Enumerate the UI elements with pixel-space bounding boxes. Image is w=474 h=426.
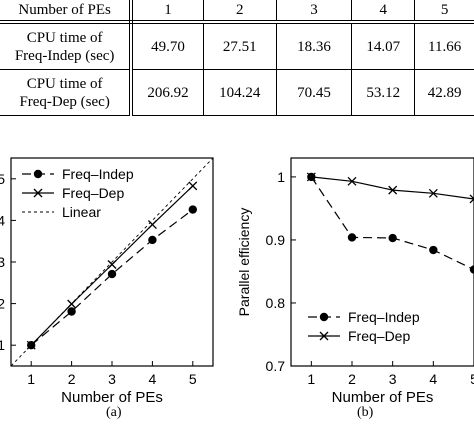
value-cell: 27.51 [202, 22, 277, 70]
caption-a: (a) [106, 405, 122, 420]
legend-marker [33, 188, 43, 198]
row-label-line2: Freq-Indep (sec) [14, 47, 115, 64]
x-tick-label: 5 [189, 371, 197, 387]
y-tick-label: 5 [0, 171, 5, 187]
row-label-line1: CPU time of [26, 29, 103, 46]
value-cell: 11.66 [414, 22, 474, 70]
value-cell: 70.45 [275, 69, 352, 116]
x-axis-label: Number of PEs [332, 389, 434, 406]
legend-label: Linear [62, 204, 101, 220]
value-cell: 42.89 [414, 69, 474, 116]
data-point [307, 172, 316, 182]
y-axis-label: Parallel efficiency [236, 208, 252, 317]
data-point [188, 205, 197, 214]
y-tick-label: 3 [0, 254, 5, 270]
data-point [429, 245, 438, 255]
value-cell: 14.07 [351, 22, 415, 70]
data-point [388, 185, 398, 195]
pe-cell-2: 2 [202, 0, 277, 24]
legend-marker [319, 312, 329, 322]
data-point [67, 307, 76, 316]
data-point [347, 176, 357, 186]
caption-b: (b) [357, 405, 374, 420]
y-tick-label: 4 [0, 212, 5, 228]
series-line-1 [311, 176, 474, 200]
row-label-line2: Freq-Dep (sec) [19, 93, 110, 110]
y-tick-label: 0.9 [266, 232, 286, 248]
y-tick-label: 2 [0, 296, 5, 312]
data-point [147, 220, 157, 230]
plot-frame [290, 157, 474, 367]
cpu-time-table: Number of PEs 1 2 3 4 5 CPU time of Freq-… [0, 0, 474, 116]
x-axis-label: Number of PEs [61, 389, 163, 406]
value-cell: 49.70 [130, 22, 204, 70]
y-tick-label: 1 [277, 169, 285, 185]
row-label-freq-indep: CPU time of Freq-Indep (sec) [0, 22, 134, 70]
table-header-row: Number of PEs 1 2 3 4 5 [0, 0, 474, 24]
y-tick-label: 0.7 [266, 358, 286, 374]
legend-marker [33, 169, 43, 179]
pe-cell-5: 5 [414, 0, 474, 24]
row-label-freq-dep: CPU time of Freq-Dep (sec) [0, 69, 134, 116]
x-tick-label: 1 [307, 371, 315, 387]
data-point [27, 341, 36, 350]
series-line-2 [10, 157, 214, 367]
value-cell: 18.36 [275, 22, 352, 70]
x-tick-label: 2 [348, 371, 356, 387]
data-point [428, 188, 438, 198]
y-tick-label: 0.8 [266, 295, 286, 311]
header-label-cell: Number of PEs [0, 0, 134, 24]
series-line-1 [30, 185, 194, 346]
table-row-freq-dep: CPU time of Freq-Dep (sec) 206.92 104.24 … [0, 69, 474, 116]
series-line-0 [310, 176, 474, 271]
y-tick-label: 1 [0, 337, 5, 353]
row-label-line1: CPU time of [26, 75, 103, 92]
pe-cell-3: 3 [275, 0, 352, 24]
data-point [469, 265, 474, 274]
value-cell: 53.12 [351, 69, 415, 116]
x-tick-label: 3 [389, 371, 397, 387]
data-point [388, 233, 397, 243]
x-tick-label: 4 [149, 371, 157, 387]
data-point [107, 269, 117, 279]
x-tick-label: 3 [108, 371, 116, 387]
pe-cell-4: 4 [351, 0, 415, 24]
x-tick-label: 2 [68, 371, 76, 387]
data-point [148, 235, 157, 245]
pe-cell-1: 1 [130, 0, 204, 24]
value-cell: 206.92 [130, 69, 204, 116]
legend-label: Freq–Indep [348, 309, 420, 325]
legend-marker [319, 331, 329, 341]
data-point [306, 172, 316, 182]
data-point [107, 260, 117, 269]
data-point [26, 340, 36, 350]
data-point [188, 181, 198, 191]
table-row-freq-indep: CPU time of Freq-Indep (sec) 49.70 27.51 … [0, 22, 474, 70]
x-tick-label: 5 [470, 371, 474, 387]
plot-frame [10, 157, 214, 367]
x-tick-label: 1 [27, 371, 35, 387]
data-point [469, 194, 474, 204]
value-cell: 104.24 [202, 69, 277, 116]
x-tick-label: 4 [429, 371, 437, 387]
legend-label: Freq–Dep [62, 185, 124, 201]
data-point [67, 299, 77, 309]
legend-label: Freq–Indep [62, 166, 134, 182]
data-point [347, 233, 357, 242]
series-line-0 [30, 209, 194, 346]
legend-label: Freq–Dep [348, 328, 410, 344]
